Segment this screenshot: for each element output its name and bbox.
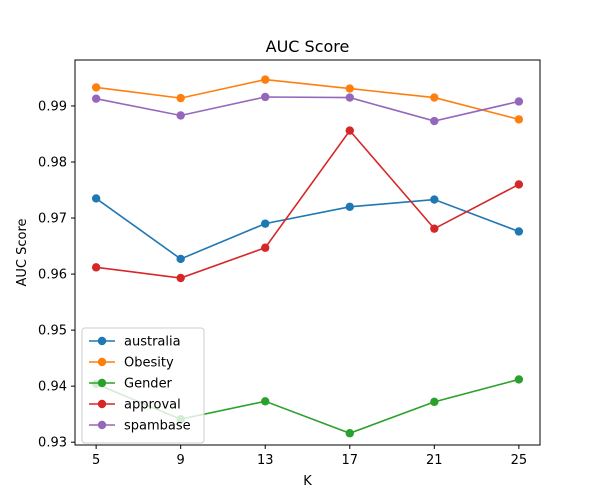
data-point-australia: [514, 227, 524, 236]
data-point-australia: [430, 195, 439, 204]
data-point-australia: [91, 194, 101, 203]
y-tick-label: 0.97: [38, 212, 67, 227]
data-point-spambase: [91, 94, 101, 103]
x-tick-label: 25: [511, 453, 528, 468]
data-point-gender: [261, 397, 270, 406]
legend-swatch-marker: [97, 399, 107, 409]
x-tick-label: 21: [426, 453, 443, 468]
data-point-obesity: [91, 83, 101, 92]
axes: 5 9 13 17 21 25 0.93 0.94 0.95 0.96 0.97 0.98 0.99: [38, 99, 527, 468]
legend-label: spambase: [124, 419, 191, 434]
series-line-obesity: [96, 78, 520, 121]
legend-swatch-marker: [97, 336, 107, 346]
data-point-spambase: [345, 93, 354, 102]
data-point-australia: [261, 219, 270, 228]
legend-label: australia: [124, 335, 181, 350]
data-point-approval: [345, 126, 354, 135]
x-tick-label: 9: [177, 453, 185, 468]
legend-swatch-marker: [97, 357, 107, 367]
y-tick-label: 0.93: [38, 436, 67, 451]
data-point-obesity: [261, 75, 270, 84]
data-point-obesity: [176, 93, 185, 103]
data-point-gender: [514, 375, 524, 384]
data-point-approval: [91, 263, 101, 272]
data-point-approval: [430, 224, 439, 233]
data-point-spambase: [261, 92, 270, 102]
legend-label: approval: [124, 398, 181, 413]
y-tick-label: 0.99: [38, 99, 67, 114]
y-axis-title: AUC Score: [15, 218, 30, 286]
y-tick-label: 0.96: [38, 268, 67, 283]
series-line-australia: [95, 197, 520, 260]
data-point-obesity: [430, 93, 439, 102]
plot-frame: [74, 59, 541, 446]
legend-swatch-marker: [97, 420, 107, 430]
y-tick-label: 0.95: [38, 324, 67, 339]
series-line-spambase: [95, 96, 520, 122]
legend-label: Gender: [124, 377, 173, 392]
data-point-spambase: [176, 111, 185, 120]
data-point-gender: [345, 429, 354, 438]
data-point-spambase: [514, 97, 524, 106]
legend-box: [81, 327, 205, 444]
plot-area: [91, 75, 524, 438]
data-point-obesity: [514, 115, 524, 124]
x-tick-label: 13: [257, 453, 274, 468]
x-tick-label: 5: [92, 453, 100, 468]
data-point-australia: [176, 254, 185, 264]
data-point-approval: [514, 180, 524, 189]
x-axis-title: K: [303, 474, 312, 489]
data-point-australia: [345, 202, 354, 212]
y-tick-label: 0.94: [38, 380, 67, 395]
x-tick-label: 17: [341, 453, 358, 468]
y-tick-label: 0.98: [38, 155, 67, 170]
data-point-gender: [430, 397, 439, 407]
legend-label: Obesity: [124, 356, 174, 371]
legend-swatch-marker: [97, 378, 107, 388]
chart-title: AUC Score: [266, 37, 350, 56]
series-line-approval: [96, 129, 520, 279]
data-point-obesity: [345, 84, 354, 93]
legend: australia Obesity Gender approval spambase: [81, 327, 205, 444]
data-point-approval: [261, 243, 270, 252]
data-point-spambase: [430, 116, 439, 126]
data-point-approval: [176, 273, 185, 283]
